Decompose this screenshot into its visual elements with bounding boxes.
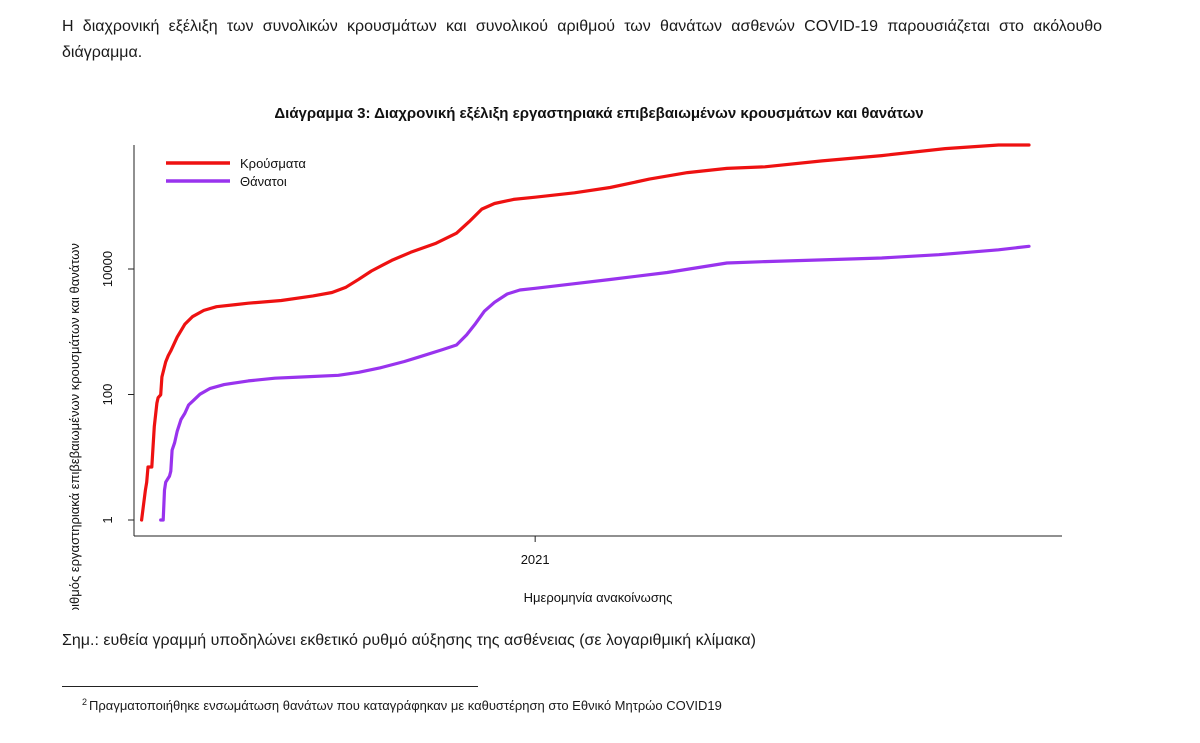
footnote-text: Πραγματοποιήθηκε ενσωμάτωση θανάτων που …: [89, 698, 722, 713]
line-chart: Διάγραμμα 3: Διαχρονική εξέλιξη εργαστηρ…: [0, 90, 1200, 610]
y-axis-label: Αριθμός εργαστηριακά επιβεβαιωμένων κρου…: [67, 243, 82, 610]
y-tick-label: 10000: [100, 251, 115, 287]
chart-title: Διάγραμμα 3: Διαχρονική εξέλιξη εργαστηρ…: [274, 105, 923, 122]
chart-note: Σημ.: ευθεία γραμμή υποδηλώνει εκθετικό …: [62, 632, 756, 649]
series-line-deaths: [159, 244, 1031, 522]
chart-svg: Διάγραμμα 3: Διαχρονική εξέλιξη εργαστηρ…: [67, 105, 1062, 610]
x-axis-ticks: 2021: [521, 536, 550, 567]
y-tick-label: 1: [100, 516, 115, 523]
intro-paragraph: Η διαχρονική εξέλιξη των συνολικών κρουσ…: [62, 18, 1102, 61]
footnote-marker: 2: [82, 697, 88, 707]
legend-label-cases: Κρούσματα: [240, 156, 306, 171]
legend: Κρούσματα Θάνατοι: [166, 156, 306, 189]
series-line-cases: [140, 143, 1031, 522]
x-tick-label: 2021: [521, 552, 550, 567]
x-axis-label: Ημερομηνία ανακοίνωσης: [524, 590, 673, 605]
y-tick-label: 100: [100, 384, 115, 406]
y-axis-ticks: 1 100 10000: [100, 251, 134, 524]
footnote-divider: [62, 686, 478, 687]
legend-label-deaths: Θάνατοι: [240, 174, 287, 189]
footnote: 2 Πραγματοποιήθηκε ενσωμάτωση θανάτων που…: [82, 693, 722, 715]
series-layer: [140, 143, 1031, 522]
